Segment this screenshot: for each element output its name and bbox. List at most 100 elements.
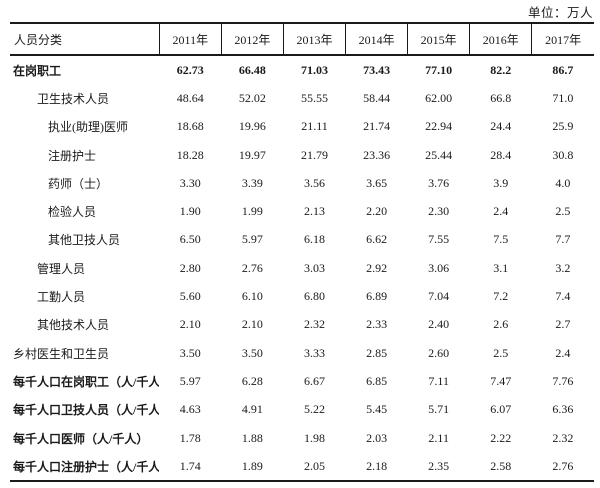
row-label: 每千人口注册护士（人/千人） — [13, 459, 160, 474]
cell-value: 18.28 — [176, 147, 204, 162]
cell-value: 48.64 — [176, 90, 204, 105]
cell-value: 73.43 — [363, 62, 391, 77]
row-label: 在岗职工 — [13, 63, 62, 78]
row-label: 乡村医生和卫生员 — [13, 346, 110, 361]
cell-value: 3.9 — [493, 175, 509, 190]
cell-value: 4.63 — [179, 402, 201, 417]
cell-value: 5.60 — [179, 289, 201, 304]
cell-value: 6.28 — [241, 373, 263, 388]
header-year-2014: 2014年 — [345, 22, 408, 56]
header-year-2012: 2012年 — [220, 22, 284, 56]
cell-value: 2.13 — [303, 204, 325, 219]
table-row: 其他技术人员 2.10 2.10 2.32 2.33 2.40 2.6 2.7 — [10, 311, 594, 339]
cell-value: 25.9 — [552, 119, 574, 134]
table-row: 其他卫技人员 6.50 5.97 6.18 6.62 7.55 7.5 7.7 — [10, 226, 594, 254]
cell-value: 2.22 — [490, 430, 512, 445]
cell-value: 3.39 — [241, 175, 263, 190]
cell-value: 5.97 — [179, 373, 201, 388]
cell-value: 30.8 — [552, 147, 574, 162]
cell-value: 1.98 — [303, 430, 325, 445]
table-row: 注册护士 18.28 19.97 21.79 23.36 25.44 28.4 30.8 — [10, 141, 594, 169]
cell-value: 7.7 — [555, 232, 571, 247]
cell-value: 22.94 — [425, 119, 453, 134]
cell-value: 7.04 — [428, 289, 450, 304]
cell-value: 2.30 — [428, 204, 450, 219]
cell-value: 3.1 — [493, 260, 509, 275]
cell-value: 7.11 — [428, 373, 449, 388]
cell-value: 2.18 — [366, 458, 388, 473]
table-row: 检验人员 1.90 1.99 2.13 2.20 2.30 2.4 2.5 — [10, 197, 594, 225]
cell-value: 6.18 — [303, 232, 325, 247]
table-body: 在岗职工 62.73 66.48 71.03 73.43 77.10 82.2 86.7 卫生技… — [10, 55, 594, 481]
cell-value: 6.50 — [179, 232, 201, 247]
cell-value: 2.58 — [490, 458, 512, 473]
cell-value: 2.76 — [552, 458, 574, 473]
cell-value: 7.55 — [428, 232, 450, 247]
cell-value: 6.67 — [303, 373, 325, 388]
cell-value: 77.10 — [425, 62, 453, 77]
cell-value: 2.92 — [366, 260, 388, 275]
table-row: 执业(助理)医师 18.68 19.96 21.11 21.74 22.94 24.4 25.… — [10, 113, 594, 141]
cell-value: 25.44 — [425, 147, 453, 162]
cell-value: 2.7 — [555, 317, 571, 332]
cell-value: 24.4 — [490, 119, 512, 134]
cell-value: 66.8 — [490, 90, 512, 105]
cell-value: 2.85 — [366, 345, 388, 360]
header-row: 人员分类 2011年 2012年 2013年 2014年 2015年 2016年… — [10, 22, 594, 56]
cell-value: 6.89 — [366, 289, 388, 304]
header-year-2016: 2016年 — [469, 22, 532, 56]
table-row: 在岗职工 62.73 66.48 71.03 73.43 77.10 82.2 86.7 — [10, 55, 594, 84]
cell-value: 18.68 — [176, 119, 204, 134]
table-row: 每千人口在岗职工（人/千人） 5.97 6.28 6.67 6.85 7.11 7.47 7.… — [10, 367, 594, 395]
cell-value: 86.7 — [552, 62, 574, 77]
cell-value: 7.76 — [552, 373, 574, 388]
header-year-2015: 2015年 — [407, 22, 470, 56]
cell-value: 6.85 — [366, 373, 388, 388]
table-row: 药师（士） 3.30 3.39 3.56 3.65 3.76 3.9 4.0 — [10, 169, 594, 197]
cell-value: 21.79 — [300, 147, 328, 162]
cell-value: 55.55 — [300, 90, 328, 105]
header-year-2017: 2017年 — [531, 22, 594, 56]
cell-value: 2.32 — [552, 430, 574, 445]
cell-value: 3.50 — [179, 345, 201, 360]
cell-value: 2.4 — [555, 345, 571, 360]
header-category: 人员分类 — [10, 22, 160, 56]
row-label: 注册护士 — [48, 148, 97, 163]
table-row: 每千人口卫技人员（人/千人） 4.63 4.91 5.22 5.45 5.71 6.07 6.… — [10, 396, 594, 424]
row-label: 每千人口卫技人员（人/千人） — [13, 403, 160, 418]
cell-value: 66.48 — [238, 62, 266, 77]
cell-value: 6.36 — [552, 402, 574, 417]
cell-value: 2.4 — [493, 204, 509, 219]
cell-value: 3.65 — [366, 175, 388, 190]
cell-value: 2.5 — [493, 345, 509, 360]
cell-value: 62.00 — [425, 90, 453, 105]
cell-value: 6.10 — [241, 289, 263, 304]
cell-value: 1.89 — [241, 458, 263, 473]
cell-value: 2.32 — [303, 317, 325, 332]
table-row: 每千人口医师（人/千人） 1.78 1.88 1.98 2.03 2.11 2.22 2.32 — [10, 424, 594, 452]
cell-value: 2.11 — [428, 430, 449, 445]
row-label: 检验人员 — [48, 205, 97, 220]
cell-value: 28.4 — [490, 147, 512, 162]
cell-value: 2.6 — [493, 317, 509, 332]
cell-value: 2.40 — [428, 317, 450, 332]
cell-value: 7.5 — [493, 232, 509, 247]
cell-value: 2.80 — [179, 260, 201, 275]
row-label: 卫生技术人员 — [37, 91, 110, 106]
table-row: 每千人口注册护士（人/千人） 1.74 1.89 2.05 2.18 2.35 2.58 2.… — [10, 452, 594, 481]
cell-value: 3.06 — [428, 260, 450, 275]
table-row: 管理人员 2.80 2.76 3.03 2.92 3.06 3.1 3.2 — [10, 254, 594, 282]
cell-value: 4.0 — [555, 175, 571, 190]
table-header: 人员分类 2011年 2012年 2013年 2014年 2015年 2016年… — [10, 22, 594, 56]
cell-value: 3.50 — [241, 345, 263, 360]
cell-value: 1.74 — [179, 458, 201, 473]
cell-value: 71.03 — [300, 62, 328, 77]
cell-value: 2.5 — [555, 204, 571, 219]
cell-value: 3.30 — [179, 175, 201, 190]
cell-value: 2.20 — [366, 204, 388, 219]
cell-value: 1.88 — [241, 430, 263, 445]
cell-value: 5.97 — [241, 232, 263, 247]
cell-value: 3.76 — [428, 175, 450, 190]
cell-value: 19.96 — [238, 119, 266, 134]
